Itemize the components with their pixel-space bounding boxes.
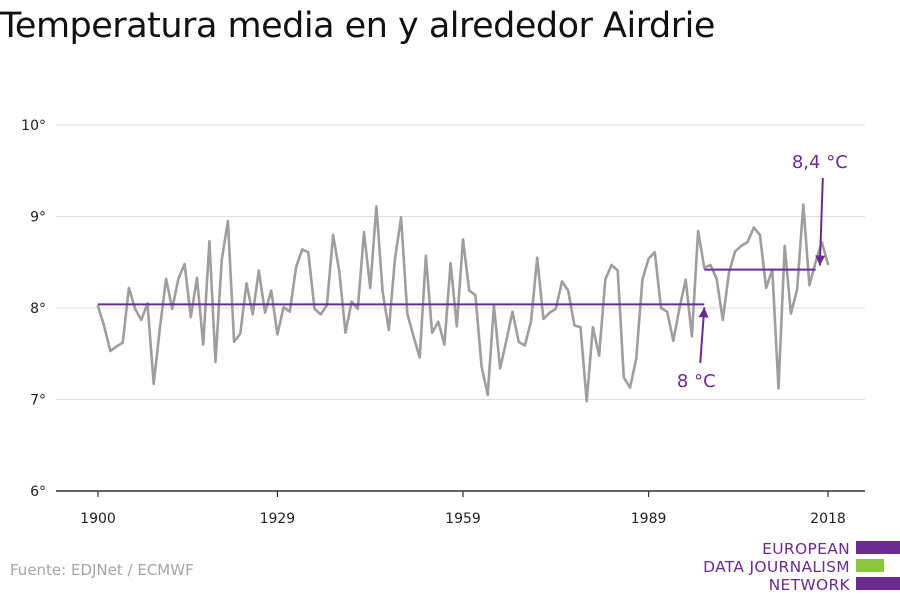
arrow-avg-2-head bbox=[815, 255, 826, 266]
temperature-chart: 6° 7° 8° 9° 10° 1900 1929 1959 1989 2018 8 °C 8,4 … bbox=[21, 118, 865, 527]
x-tick-label: 1929 bbox=[260, 511, 296, 527]
y-tick-label: 8° bbox=[30, 301, 46, 317]
logo-line-1: EUROPEAN bbox=[762, 540, 850, 558]
logo-text: EUROPEAN DATA JOURNALISM NETWORK bbox=[703, 540, 850, 594]
edjnet-logo: EUROPEAN DATA JOURNALISM NETWORK bbox=[700, 537, 900, 595]
arrow-avg-2-shaft bbox=[818, 177, 824, 266]
logo-bar-bottom bbox=[856, 577, 900, 590]
axes: 6° 7° 8° 9° 10° 1900 1929 1959 1989 2018 bbox=[21, 118, 865, 527]
y-tick-label: 6° bbox=[30, 484, 46, 500]
y-tick-label: 9° bbox=[30, 210, 46, 226]
source-note: Fuente: EDJNet / ECMWF bbox=[10, 561, 194, 579]
logo-line-3: NETWORK bbox=[768, 576, 850, 594]
logo-line-2: DATA JOURNALISM bbox=[703, 558, 850, 576]
x-tick-label: 1989 bbox=[631, 511, 667, 527]
logo-bar-top bbox=[856, 541, 900, 554]
average-label-2: 8,4 °C bbox=[792, 152, 848, 173]
average-label-1: 8 °C bbox=[677, 371, 716, 392]
x-tick-label: 2018 bbox=[810, 511, 846, 527]
annotations: 8 °C 8,4 °C bbox=[98, 152, 848, 392]
x-tick-label: 1959 bbox=[445, 511, 481, 527]
temperature-series-line bbox=[96, 203, 830, 403]
logo-bar-middle bbox=[856, 559, 884, 572]
x-tick-label: 1900 bbox=[80, 511, 116, 527]
arrow-avg-1-head bbox=[698, 307, 709, 318]
chart-title: Temperatura media en y alrededor Airdrie bbox=[0, 6, 715, 46]
y-tick-label: 7° bbox=[30, 393, 46, 409]
plot-area bbox=[96, 203, 830, 403]
y-tick-label: 10° bbox=[21, 118, 46, 134]
